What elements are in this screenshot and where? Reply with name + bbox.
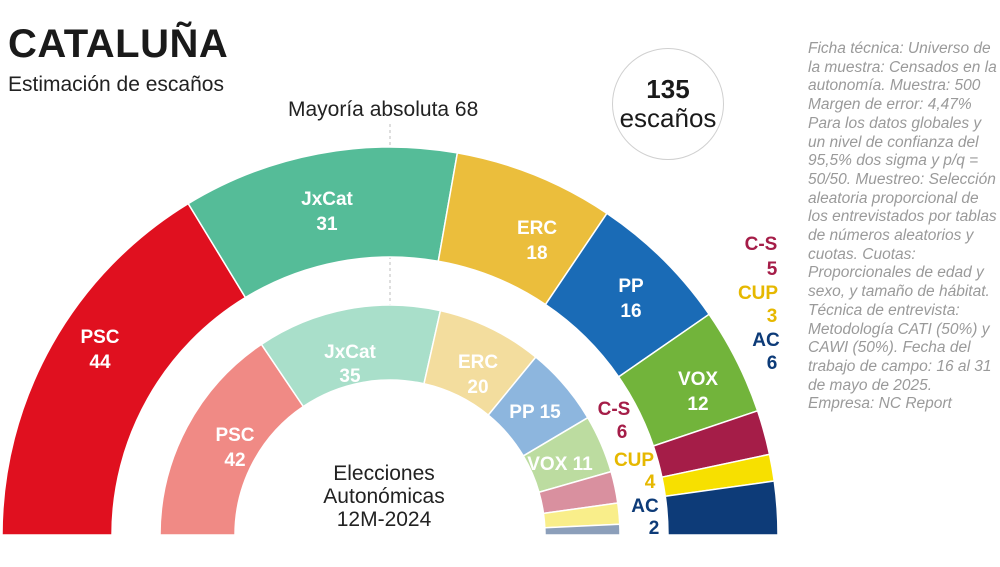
- inner-label-vox: VOX 11: [527, 454, 593, 475]
- outer-label-c-s-value: 5: [767, 259, 778, 280]
- chart-title: CATALUÑA: [8, 22, 229, 66]
- technical-sheet: Ficha técnica: Universo de la muestra: C…: [808, 40, 997, 413]
- outer-label-vox-name: VOX: [678, 369, 718, 390]
- total-seats-label: escaños: [619, 103, 717, 133]
- outer-label-ac-value: 6: [767, 353, 778, 374]
- inner-label-ac-value: 2: [649, 518, 660, 539]
- inner-label-erc-name: ERC: [458, 352, 498, 373]
- total-seats-number: 135: [646, 74, 690, 105]
- inner-label-cup-name: CUP: [614, 450, 654, 471]
- inner-label-psc-value: 42: [224, 450, 245, 471]
- inner-label-psc-name: PSC: [215, 425, 254, 446]
- inner-arc-2024: [159, 304, 621, 536]
- outer-label-cup-value: 3: [767, 306, 778, 327]
- outer-label-psc-name: PSC: [80, 327, 119, 348]
- outer-arc-estimate: [1, 146, 779, 536]
- inner-label-c-s-value: 6: [617, 422, 628, 443]
- inner-label-jxcat-name: JxCat: [324, 342, 376, 363]
- inner-arc-ac: [544, 523, 621, 536]
- inner-title-line-3: 12M-2024: [337, 508, 432, 531]
- outer-label-pp-value: 16: [620, 301, 641, 322]
- outer-label-erc-name: ERC: [517, 218, 557, 239]
- outer-label-cup-name: CUP: [738, 283, 778, 304]
- outer-label-psc-value: 44: [89, 352, 111, 373]
- inner-label-ac-name: AC: [631, 496, 659, 517]
- outer-label-vox-value: 12: [687, 394, 708, 415]
- outer-label-pp-name: PP: [618, 276, 644, 297]
- majority-label: Mayoría absoluta 68: [288, 98, 479, 121]
- outer-arc-ac: [664, 480, 779, 536]
- inner-title-line-2: Autonómicas: [323, 485, 444, 508]
- inner-label-pp: PP 15: [509, 402, 561, 423]
- inner-label-cup-value: 4: [645, 472, 656, 493]
- inner-title-line-1: Elecciones: [333, 462, 435, 485]
- outer-label-c-s-name: C-S: [745, 234, 778, 255]
- outer-label-erc-value: 18: [526, 243, 547, 264]
- total-seats-badge: 135 escaños: [612, 48, 724, 160]
- inner-label-c-s-name: C-S: [598, 399, 631, 420]
- outer-label-jxcat-name: JxCat: [301, 189, 353, 210]
- inner-label-erc-value: 20: [467, 377, 488, 398]
- outer-label-ac-name: AC: [752, 330, 780, 351]
- chart-subtitle: Estimación de escaños: [8, 73, 224, 96]
- inner-label-jxcat-value: 35: [339, 366, 361, 387]
- outer-label-jxcat-value: 31: [316, 214, 338, 235]
